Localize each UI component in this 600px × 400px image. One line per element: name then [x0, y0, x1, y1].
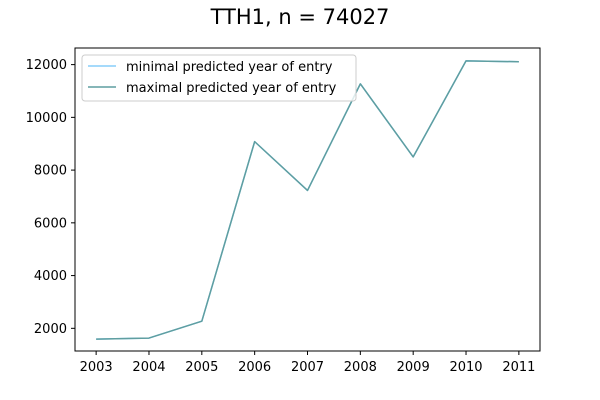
x-axis: 2003 2004 2005 2006 2007 2008 2009 2010 2011	[80, 351, 535, 375]
legend-box	[81, 54, 357, 102]
y-tick-label: 10000	[26, 111, 67, 126]
y-tick-label: 6000	[34, 216, 67, 231]
series-line-0	[96, 60, 519, 340]
x-tick-label: 2005	[185, 360, 218, 375]
series-layer	[96, 60, 519, 340]
y-axis: 2000 4000 6000 8000 10000 12000	[26, 58, 75, 337]
x-tick-label: 2004	[132, 360, 165, 375]
legend: minimal predicted year of entry maximal …	[81, 54, 357, 102]
x-tick-label: 2011	[502, 360, 535, 375]
x-tick-label: 2006	[238, 360, 271, 375]
x-tick-label: 2003	[80, 360, 113, 375]
y-tick-label: 12000	[26, 58, 67, 73]
series-line-1	[96, 60, 519, 340]
x-tick-label: 2009	[397, 360, 430, 375]
x-tick-label: 2007	[291, 360, 324, 375]
y-tick-label: 4000	[34, 269, 67, 284]
y-tick-label: 8000	[34, 164, 67, 179]
legend-label-minimal: minimal predicted year of entry	[126, 60, 333, 75]
x-tick-label: 2008	[344, 360, 377, 375]
chart-title: TTH1, n = 74027	[210, 5, 390, 29]
x-tick-label: 2010	[449, 360, 482, 375]
legend-label-maximal: maximal predicted year of entry	[126, 81, 337, 96]
y-tick-label: 2000	[34, 322, 67, 337]
